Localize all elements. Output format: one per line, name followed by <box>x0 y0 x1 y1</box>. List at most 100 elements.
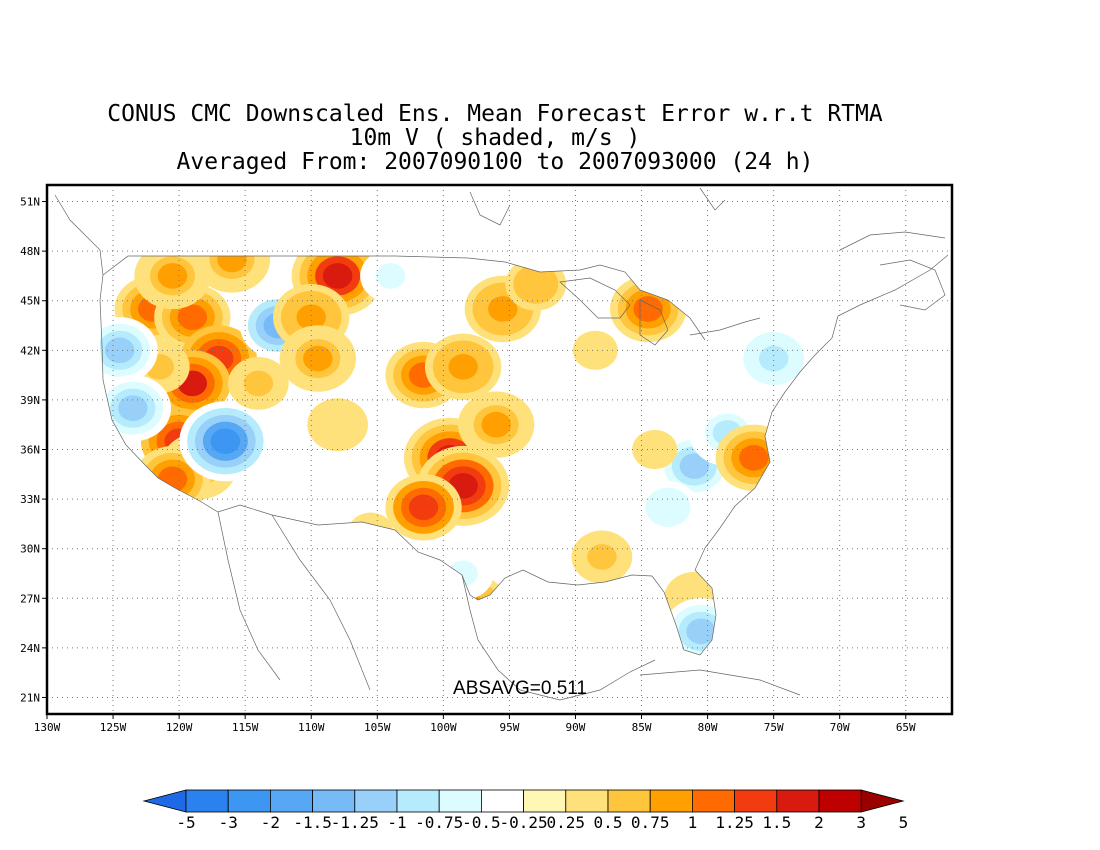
shading-contour <box>348 512 394 552</box>
lat-label: 51N <box>20 196 40 209</box>
colorbar-swatch <box>480 789 524 813</box>
shading-contour <box>481 411 511 438</box>
absavg-annotation: ABSAVG=0.511 <box>453 678 587 699</box>
lon-label: 70W <box>830 721 850 734</box>
shading-contour <box>283 453 313 479</box>
colorbar-label: -2 <box>261 813 280 832</box>
lon-label: 65W <box>896 721 916 734</box>
colorbar <box>142 789 905 813</box>
error-field-shading <box>100 256 838 655</box>
colorbar-arrow-high <box>860 789 905 813</box>
shading-contour <box>217 256 247 273</box>
lon-label: 100W <box>430 721 457 734</box>
colorbar-swatch <box>649 789 693 813</box>
shading-contour <box>408 494 439 521</box>
colorbar-swatch <box>396 789 440 813</box>
colorbar-swatch <box>354 789 398 813</box>
colorbar-arrow-low <box>142 789 187 813</box>
longitude-labels: 130W 125W 120W 115W 110W 105W 100W 95W 90W 85W 80W… <box>34 721 916 734</box>
shading-contour <box>322 411 353 438</box>
lon-label: 115W <box>232 721 259 734</box>
lon-label: 85W <box>632 721 652 734</box>
colorbar-label: 2 <box>814 813 824 832</box>
shading-contour <box>303 345 333 372</box>
lat-label: 42N <box>20 344 40 357</box>
coastline-and-borders <box>54 187 949 701</box>
lat-lon-gridlines <box>47 185 952 714</box>
colorbar-swatch <box>438 789 482 813</box>
shading-contour <box>210 428 241 455</box>
colorbar-swatch <box>692 789 736 813</box>
shading-contour <box>633 296 663 322</box>
colorbar-label: 0.75 <box>631 813 670 832</box>
colorbar-swatch <box>185 789 229 813</box>
lon-label: 95W <box>499 721 519 734</box>
map-title-line-3: Averaged From: 2007090100 to 2007093000 … <box>176 149 814 175</box>
colorbar-label: -0.5 <box>462 813 501 832</box>
shading-contour <box>547 370 577 397</box>
colorbar-label: 3 <box>856 813 866 832</box>
latitude-labels: 51N 48N 45N 42N 39N 36N 33N 30N 27N 24N 21N <box>20 196 40 705</box>
shading-contour <box>679 453 710 479</box>
map-title-line-1: CONUS CMC Downscaled Ens. Mean Forecast … <box>107 101 883 127</box>
shading-contour <box>488 296 518 322</box>
colorbar-label: 0.25 <box>547 813 586 832</box>
colorbar-swatch <box>776 789 820 813</box>
lat-label: 36N <box>20 444 40 457</box>
colorbar-swatch <box>734 789 778 813</box>
shading-contour <box>758 345 789 372</box>
lon-label: 125W <box>100 721 127 734</box>
lat-label: 45N <box>20 295 40 308</box>
lat-label: 30N <box>20 543 40 556</box>
lat-label: 48N <box>20 245 40 258</box>
colorbar-label: 1 <box>688 813 698 832</box>
shading-contour <box>587 544 617 570</box>
shading-contour <box>296 304 326 331</box>
shading-contour <box>455 593 485 620</box>
lat-label: 33N <box>20 493 40 506</box>
colorbar-label: -1.25 <box>331 813 379 832</box>
colorbar-swatch <box>607 789 651 813</box>
shading-contour <box>686 618 716 645</box>
shading-contour <box>177 304 208 331</box>
colorbar-swatch <box>269 789 313 813</box>
colorbar-label: -0.75 <box>415 813 463 832</box>
shading-contour <box>653 494 683 521</box>
shading-contour <box>613 411 644 438</box>
colorbar-label: -1.5 <box>293 813 332 832</box>
shading-contour <box>640 436 670 463</box>
shading-contour <box>448 354 478 380</box>
shading-contour <box>507 502 538 529</box>
shading-contour <box>118 395 148 421</box>
lon-label: 105W <box>364 721 391 734</box>
axis-ticks <box>42 201 907 719</box>
shading-contour <box>322 263 353 289</box>
shading-contour <box>355 519 386 545</box>
shading-contour <box>157 263 188 289</box>
land-shading <box>100 256 838 655</box>
colorbar-swatch <box>565 789 609 813</box>
colorbar-labels: -5 -3 -2 -1.5-1.25 -1 -0.75-0.5-0.250.25 0.5 0.… <box>176 813 908 832</box>
map-title-line-2: 10m V ( shaded, m/s ) <box>349 125 641 151</box>
colorbar-swatch <box>312 789 356 813</box>
lat-label: 27N <box>20 592 40 605</box>
colorbar-label: -1 <box>387 813 406 832</box>
lon-label: 80W <box>698 721 718 734</box>
colorbar-swatch <box>818 789 862 813</box>
lon-label: 90W <box>566 721 586 734</box>
lon-label: 120W <box>166 721 193 734</box>
lon-label: 110W <box>298 721 325 734</box>
lat-label: 21N <box>20 691 40 704</box>
colorbar-swatch <box>523 789 567 813</box>
colorbar-label: -0.25 <box>500 813 548 832</box>
shading-contour <box>521 271 551 297</box>
shading-contour <box>580 337 611 364</box>
shading-contour <box>375 263 406 289</box>
lat-label: 39N <box>20 394 40 407</box>
colorbar-label: -3 <box>219 813 238 832</box>
colorbar-label: 1.5 <box>762 813 791 832</box>
colorbar-label: 5 <box>899 813 909 832</box>
shading-contour <box>243 370 274 397</box>
colorbar-label: -5 <box>176 813 195 832</box>
